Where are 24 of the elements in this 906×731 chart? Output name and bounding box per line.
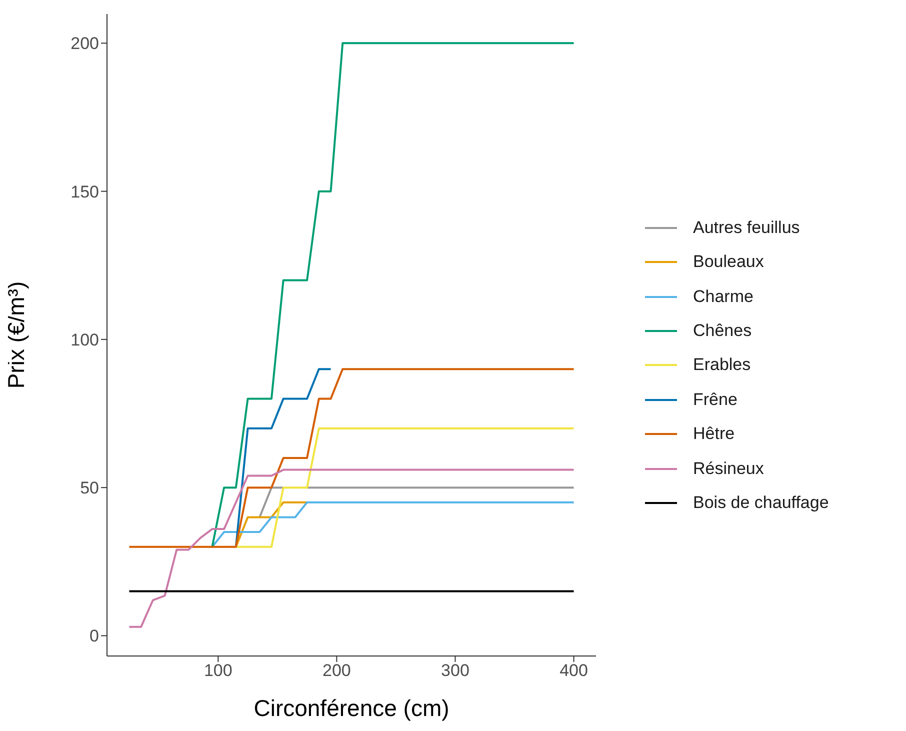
line-series xyxy=(211,42,575,548)
y-tick-label: 50 xyxy=(80,478,99,498)
legend-label: Résineux xyxy=(693,458,764,479)
line-series xyxy=(234,368,332,548)
x-tick-label: 200 xyxy=(322,661,351,680)
y-tick-label: 0 xyxy=(90,626,99,646)
line-series xyxy=(128,468,575,628)
line-series xyxy=(211,501,575,548)
legend-label: Bouleaux xyxy=(693,252,764,272)
legend-label: Erables xyxy=(693,355,751,376)
y-tick-label: 200 xyxy=(70,34,99,54)
x-tick-label: 100 xyxy=(204,661,232,680)
x-tick-label: 300 xyxy=(441,661,470,680)
x-axis-title: Circonférence (cm) xyxy=(254,695,450,721)
line-series xyxy=(128,368,575,548)
legend-label: Bois de chauffage xyxy=(693,493,829,514)
y-tick-label: 100 xyxy=(70,330,99,350)
legend-label: Hêtre xyxy=(693,424,735,444)
x-tick-label: 400 xyxy=(560,661,588,680)
legend-label: Chênes xyxy=(693,321,752,342)
y-tick-label: 150 xyxy=(70,182,99,202)
legend-label: Frêne xyxy=(693,390,738,410)
legend-label: Charme xyxy=(693,286,754,307)
legend-label: Autres feuillus xyxy=(693,218,800,238)
